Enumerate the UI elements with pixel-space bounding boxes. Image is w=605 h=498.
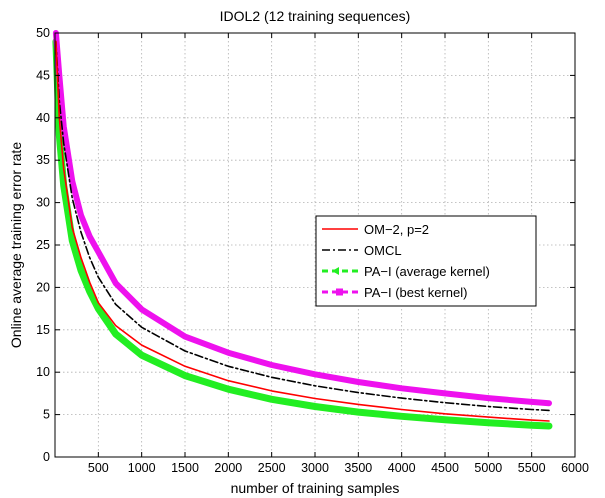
- legend-label-2: PA−I (average kernel): [364, 264, 490, 279]
- series-line-2: [52, 38, 553, 430]
- axis-ticks: 500 1000 1500 2000 2500 3000 3500 4000 4500 5000 5…: [36, 26, 589, 475]
- legend-marker-square: [336, 288, 343, 296]
- y-tick-label: 0: [43, 450, 50, 464]
- y-tick-label: 40: [36, 111, 50, 125]
- legend-label-0: OM−2, p=2: [364, 222, 429, 237]
- y-tick-label: 25: [36, 238, 50, 252]
- legend-label-3: PA−I (best kernel): [364, 285, 467, 300]
- y-tick-label: 10: [36, 365, 50, 379]
- x-tick-label: 6000: [561, 461, 589, 475]
- x-tick-label: 2000: [214, 461, 242, 475]
- y-tick-label: 45: [36, 68, 50, 82]
- x-tick-label: 1500: [171, 461, 199, 475]
- series-line-1: [55, 40, 550, 412]
- x-tick-label: 3000: [301, 461, 329, 475]
- x-tick-label: 5000: [474, 461, 502, 475]
- y-axis-title: Online average training error rate: [8, 142, 24, 348]
- y-tick-label: 30: [36, 196, 50, 210]
- x-tick-label: 4500: [431, 461, 459, 475]
- x-tick-label: 4000: [388, 461, 416, 475]
- legend-marker-triangle: [332, 267, 339, 275]
- x-tick-label: 500: [88, 461, 109, 475]
- x-tick-label: 2500: [258, 461, 286, 475]
- x-tick-label: 5500: [518, 461, 546, 475]
- series-line-0: [55, 40, 550, 422]
- y-tick-label: 5: [43, 408, 50, 422]
- legend: OM−2, p=2 OMCL PA−I (average kernel) PA−I (…: [315, 215, 537, 307]
- chart-title: IDOL2 (12 training sequences): [220, 8, 411, 24]
- legend-label-1: OMCL: [364, 243, 402, 258]
- x-tick-label: 3500: [344, 461, 372, 475]
- y-tick-label: 20: [36, 280, 50, 294]
- series-line-3: [52, 30, 552, 407]
- y-tick-label: 35: [36, 153, 50, 167]
- series-layer: [52, 30, 553, 430]
- x-axis-title: number of training samples: [231, 480, 400, 496]
- x-tick-label: 1000: [128, 461, 156, 475]
- y-tick-label: 15: [36, 323, 50, 337]
- y-tick-label: 50: [36, 26, 50, 40]
